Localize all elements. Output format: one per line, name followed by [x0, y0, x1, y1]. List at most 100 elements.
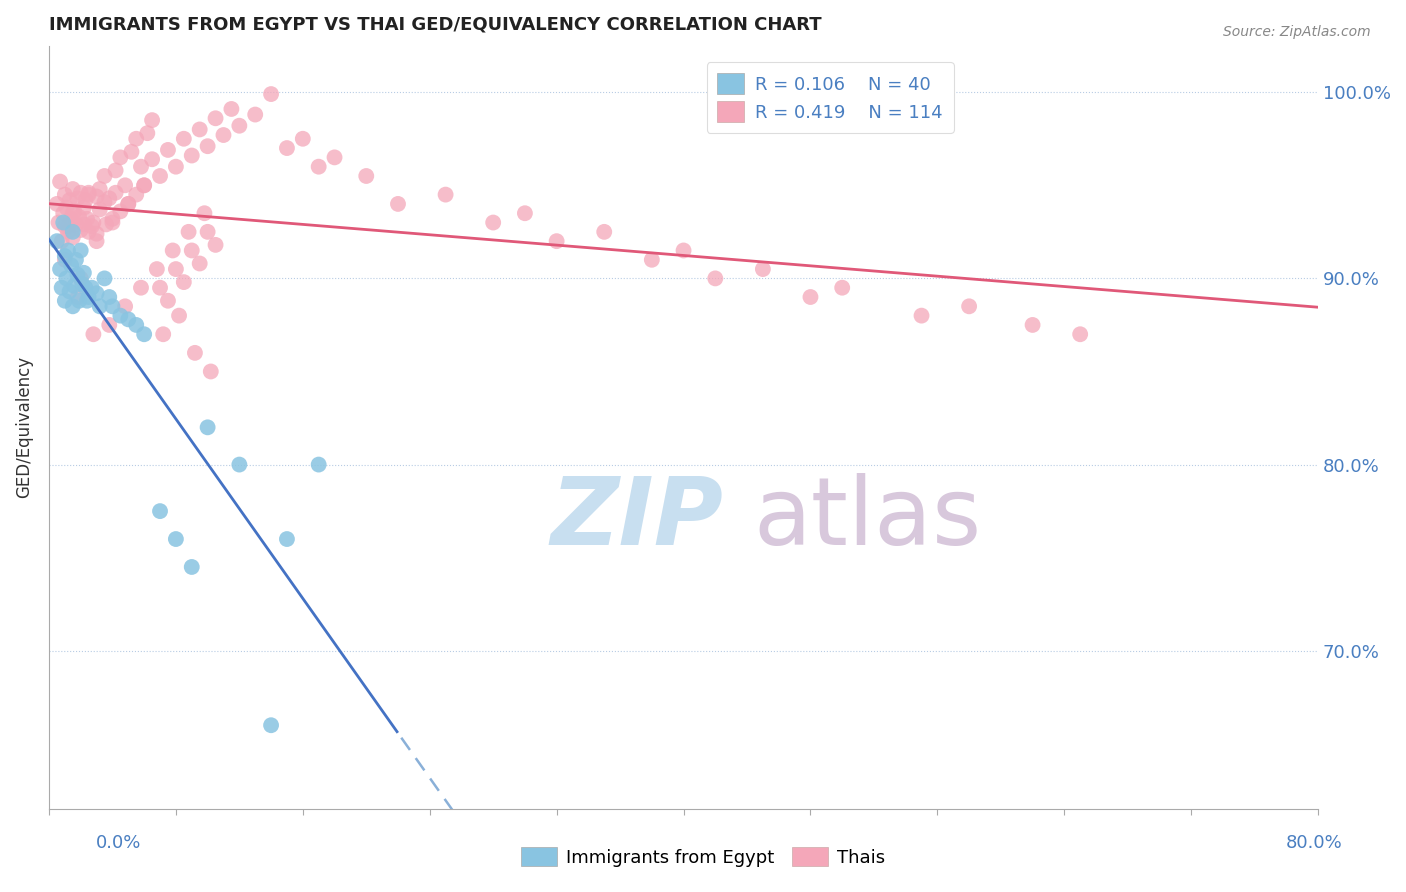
Point [121, 145, 143, 159]
Point [76, 211, 98, 226]
Point [56, 219, 79, 234]
Point [129, 160, 152, 174]
Point [49, 175, 72, 189]
Point [228, 119, 250, 133]
Point [51, 234, 73, 248]
Point [204, 238, 226, 252]
Point [82, 215, 104, 229]
Point [125, 318, 148, 332]
Point [165, 160, 187, 174]
Point [53, 219, 76, 234]
Point [165, 532, 187, 546]
Point [167, 309, 190, 323]
Point [152, 327, 174, 342]
Point [58, 285, 80, 299]
Point [60, 211, 83, 226]
Point [641, 252, 664, 267]
Point [752, 262, 775, 277]
Point [193, 206, 215, 220]
Point [98, 191, 121, 205]
Point [356, 169, 378, 183]
Point [101, 211, 124, 226]
Point [513, 206, 536, 220]
Point [180, 148, 202, 162]
Point [149, 504, 172, 518]
Point [86, 227, 108, 241]
Point [80, 219, 103, 234]
Point [66, 268, 89, 282]
Point [58, 193, 80, 207]
Point [482, 215, 505, 229]
Point [65, 252, 87, 267]
Point [134, 178, 156, 193]
Point [593, 225, 616, 239]
Point [53, 293, 76, 308]
Point [101, 299, 124, 313]
Point [55, 271, 77, 285]
Point [260, 718, 283, 732]
Point [910, 309, 932, 323]
Point [45, 234, 67, 248]
Point [177, 225, 200, 239]
Point [110, 309, 132, 323]
Text: IMMIGRANTS FROM EGYPT VS THAI GED/EQUIVALENCY CORRELATION CHART: IMMIGRANTS FROM EGYPT VS THAI GED/EQUIVA… [49, 15, 821, 33]
Point [276, 141, 298, 155]
Point [110, 204, 132, 219]
Point [180, 244, 202, 258]
Point [60, 258, 83, 272]
Point [56, 225, 79, 239]
Point [141, 153, 163, 167]
Point [173, 275, 195, 289]
Point [149, 169, 172, 183]
Point [77, 187, 100, 202]
Point [93, 271, 115, 285]
Point [117, 312, 139, 326]
Point [125, 187, 148, 202]
Y-axis label: GED/Equivalency: GED/Equivalency [15, 356, 32, 499]
Point [62, 206, 84, 220]
Point [228, 458, 250, 472]
Point [62, 182, 84, 196]
Point [67, 210, 90, 224]
Point [173, 132, 195, 146]
Point [117, 197, 139, 211]
Point [49, 262, 72, 277]
Point [73, 201, 96, 215]
Point [141, 113, 163, 128]
Point [101, 215, 124, 229]
Point [66, 290, 89, 304]
Point [76, 293, 98, 308]
Point [323, 150, 346, 164]
Point [188, 122, 211, 136]
Point [89, 202, 111, 217]
Point [86, 286, 108, 301]
Point [53, 249, 76, 263]
Point [136, 126, 159, 140]
Point [62, 225, 84, 239]
Point [48, 215, 70, 229]
Text: ZIP: ZIP [550, 473, 723, 565]
Point [75, 193, 97, 207]
Point [62, 230, 84, 244]
Point [134, 327, 156, 342]
Point [69, 271, 91, 285]
Point [260, 87, 283, 101]
Point [110, 150, 132, 164]
Point [65, 218, 87, 232]
Point [77, 225, 100, 239]
Point [98, 290, 121, 304]
Legend: R = 0.106    N = 40, R = 0.419    N = 114: R = 0.106 N = 40, R = 0.419 N = 114 [707, 62, 953, 133]
Point [69, 186, 91, 200]
Point [94, 218, 117, 232]
Point [156, 293, 179, 308]
Point [104, 163, 127, 178]
Point [56, 244, 79, 258]
Point [72, 277, 94, 291]
Point [276, 532, 298, 546]
Point [69, 223, 91, 237]
Point [73, 218, 96, 232]
Point [308, 160, 330, 174]
Point [184, 346, 207, 360]
Point [77, 186, 100, 200]
Point [204, 112, 226, 126]
